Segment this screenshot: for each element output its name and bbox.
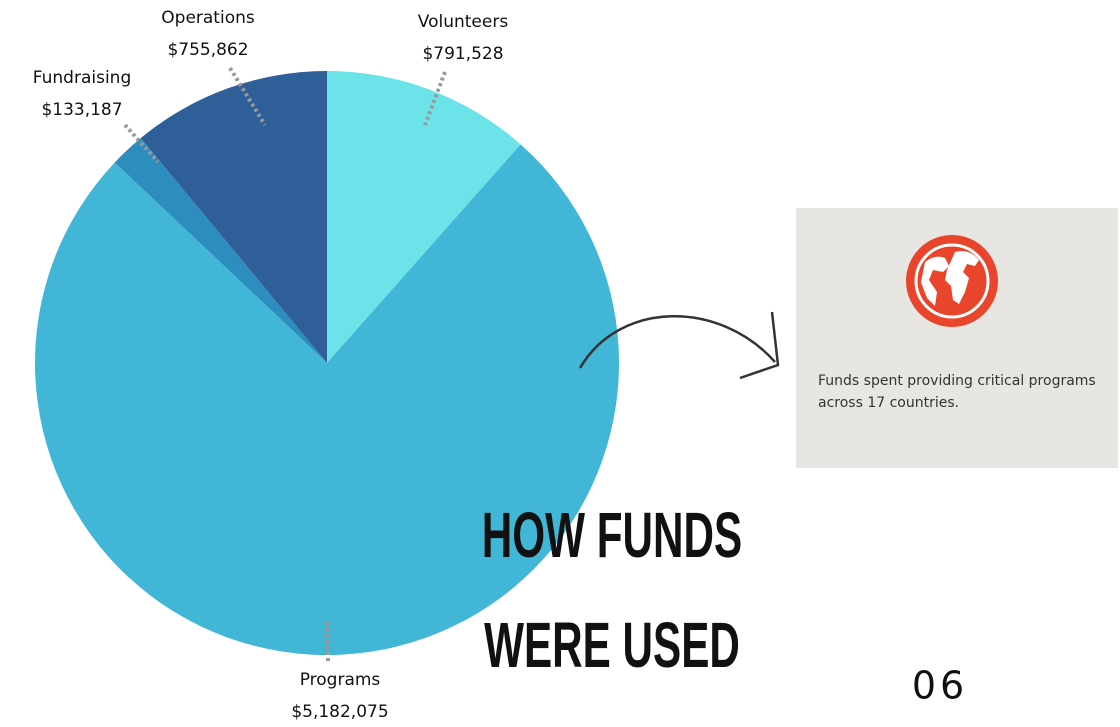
slice-label: Fundraising — [33, 68, 131, 88]
slice-label: Volunteers — [418, 12, 509, 32]
pie-slice — [327, 71, 521, 363]
card-text: Funds spent providing critical programs … — [818, 373, 1096, 411]
pie-slice — [140, 71, 327, 363]
title-line: HOW FUNDS — [482, 500, 742, 571]
pie-slice — [34, 144, 619, 655]
globe-icon — [906, 235, 998, 327]
pie-slice — [114, 138, 327, 363]
page-number: 06 — [912, 664, 968, 708]
slice-value-label: $791,528 — [422, 44, 503, 64]
arrow-head — [739, 311, 780, 380]
slice-label: Programs — [300, 670, 381, 690]
slice-value-label: $133,187 — [41, 100, 122, 120]
slice-value-label: $755,862 — [167, 40, 248, 60]
arrow — [578, 315, 776, 369]
leader-line — [228, 66, 267, 127]
slice-label: Operations — [161, 8, 255, 28]
slice-value-label: $5,182,075 — [291, 702, 388, 722]
leader-line — [123, 123, 160, 164]
title-line: WERE USED — [484, 610, 740, 681]
